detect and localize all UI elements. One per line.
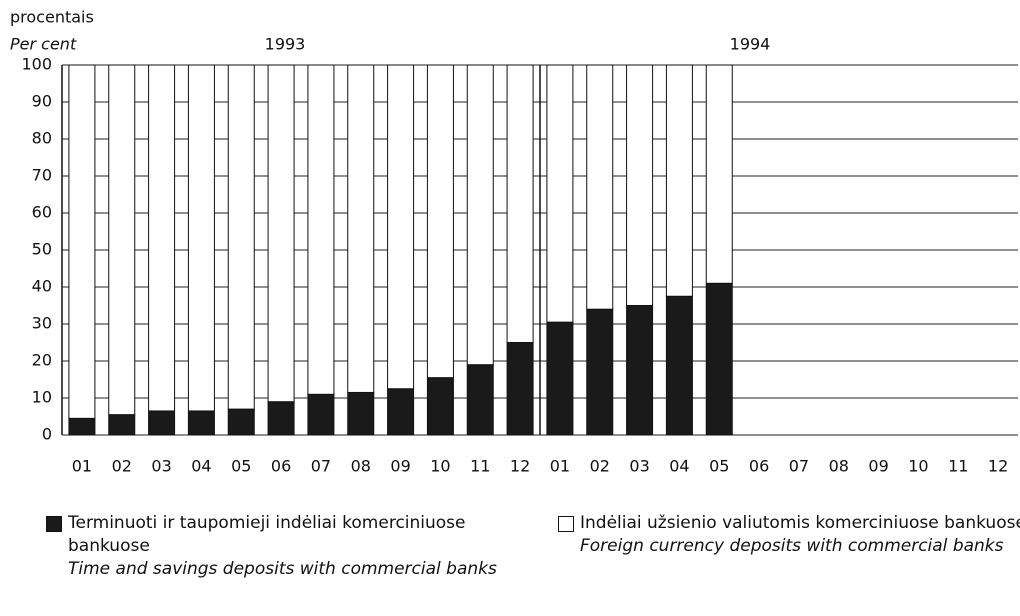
- y-tick-label: 70: [32, 166, 52, 185]
- bar-segment: [506, 342, 534, 436]
- legend-label-en: Time and savings deposits with commercia…: [68, 559, 497, 579]
- bar-segment: [426, 377, 454, 436]
- y-tick-label: 30: [32, 314, 52, 333]
- x-tick-label: 10: [430, 457, 450, 476]
- x-tick-label: 04: [669, 457, 689, 476]
- y-tick-label: 50: [32, 240, 52, 259]
- year-label: 1994: [730, 35, 771, 54]
- x-tick-label: 09: [390, 457, 410, 476]
- bar-segment: [426, 64, 454, 379]
- x-tick-label: 08: [829, 457, 849, 476]
- x-tick-label: 07: [789, 457, 809, 476]
- bar-segment: [307, 64, 335, 395]
- bar-segment: [466, 64, 494, 366]
- bar-segment: [705, 282, 733, 436]
- x-tick-label: 09: [868, 457, 888, 476]
- bar-segment: [586, 308, 614, 436]
- bar-segment: [387, 64, 415, 390]
- y-axis-label-en: Per cent: [10, 35, 77, 54]
- bar-segment: [267, 64, 295, 403]
- y-tick-label: 20: [32, 351, 52, 370]
- bar-segment: [506, 64, 534, 343]
- x-tick-label: 12: [988, 457, 1008, 476]
- legend-swatch: [558, 516, 574, 532]
- x-tick-label: 02: [590, 457, 610, 476]
- bar-segment: [665, 64, 693, 297]
- bar-segment: [307, 393, 335, 436]
- x-tick-label: 08: [351, 457, 371, 476]
- y-tick-label: 10: [32, 388, 52, 407]
- legend-label-en: Foreign currency deposits with commercia…: [580, 536, 1004, 556]
- bar-segment: [546, 321, 574, 436]
- bar-segment: [267, 401, 295, 436]
- x-tick-label: 12: [510, 457, 530, 476]
- x-tick-label: 06: [749, 457, 769, 476]
- x-tick-label: 04: [191, 457, 211, 476]
- bar-segment: [387, 388, 415, 436]
- x-tick-label: 07: [311, 457, 331, 476]
- x-tick-label: 01: [550, 457, 570, 476]
- x-tick-label: 11: [470, 457, 490, 476]
- x-tick-label: 02: [112, 457, 132, 476]
- legend-item: Indėliai užsienio valiutomis komerciniuo…: [558, 512, 1020, 558]
- x-tick-label: 05: [231, 457, 251, 476]
- bar-segment: [68, 417, 96, 436]
- bar-segment: [546, 64, 574, 323]
- bar-segment: [347, 391, 375, 436]
- x-tick-label: 03: [629, 457, 649, 476]
- y-tick-label: 0: [42, 425, 52, 444]
- bar-segment: [227, 64, 255, 410]
- bar-segment: [187, 410, 215, 436]
- chart: procentais Per cent 1993 1994 0102030405…: [10, 8, 1018, 476]
- y-tick-label: 100: [21, 55, 52, 74]
- bar-segment: [108, 414, 136, 436]
- legend-label: Terminuoti ir taupomieji indėliai komerc…: [68, 513, 466, 556]
- x-tick-label: 11: [948, 457, 968, 476]
- bar-segment: [705, 64, 733, 284]
- x-tick-label: 01: [72, 457, 92, 476]
- bar-segment: [227, 408, 255, 436]
- x-tick-label: 05: [709, 457, 729, 476]
- bar-segment: [347, 64, 375, 393]
- bar-segment: [586, 64, 614, 310]
- bar-segment: [626, 305, 654, 436]
- bar-segment: [466, 364, 494, 436]
- x-tick-label: 10: [908, 457, 928, 476]
- y-tick-label: 60: [32, 203, 52, 222]
- legend-label: Indėliai užsienio valiutomis komerciniuo…: [580, 513, 1020, 533]
- bar-segment: [187, 64, 215, 412]
- legend-swatch: [46, 516, 62, 532]
- bar-segment: [68, 64, 96, 419]
- bar-segment: [626, 64, 654, 306]
- y-axis-label: procentais: [10, 8, 94, 27]
- x-tick-label: 03: [151, 457, 171, 476]
- bar-segment: [148, 64, 176, 412]
- y-tick-label: 90: [32, 92, 52, 111]
- bar-segment: [148, 410, 176, 436]
- bar-segment: [665, 295, 693, 436]
- bar-segment: [108, 64, 136, 416]
- y-tick-label: 40: [32, 277, 52, 296]
- year-label: 1993: [265, 35, 306, 54]
- legend-item: Terminuoti ir taupomieji indėliai komerc…: [46, 512, 538, 581]
- y-tick-label: 80: [32, 129, 52, 148]
- x-tick-label: 06: [271, 457, 291, 476]
